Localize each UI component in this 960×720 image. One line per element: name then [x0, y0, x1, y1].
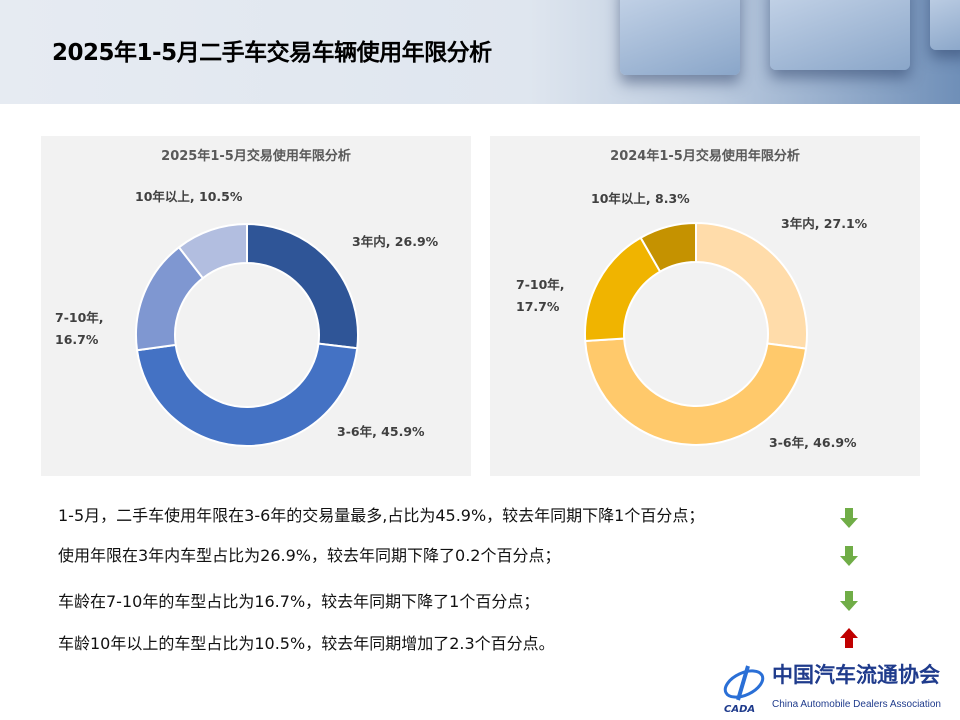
data-label: 3年内, 26.9% — [352, 234, 439, 249]
arrow-down-icon — [840, 546, 858, 566]
arrow-down-icon — [840, 591, 858, 611]
data-label: 7-10年, 16.7% — [55, 310, 104, 347]
donut-slice-10年以上 — [177, 222, 248, 280]
data-label: 3年内, 27.1% — [781, 216, 868, 231]
decorative-cube — [770, 0, 910, 70]
chart-panel-2024: 2024年1-5月交易使用年限分析 3年内, 27.1% 3-6年, 46.9% 7… — [490, 136, 920, 476]
summary-note: 1-5月，二手车使用年限在3-6年的交易量最多,占比为45.9%，较去年同期下降… — [58, 506, 705, 525]
donut-slice-3年内 — [246, 222, 359, 350]
data-label: 3-6年, 46.9% — [769, 435, 857, 450]
header-banner: 2025年1-5月二手车交易车辆使用年限分析 — [0, 0, 960, 104]
data-label: 7-10年, 17.7% — [516, 277, 565, 314]
chart-title: 2025年1-5月交易使用年限分析 — [161, 149, 351, 164]
donut-slice-10年以上 — [639, 221, 697, 273]
logo-text-cn: 中国汽车流通协会 — [772, 662, 940, 687]
arrow-down-icon — [840, 508, 858, 528]
donut-slice-3-6年 — [584, 337, 808, 446]
data-label: 10年以上, 10.5% — [135, 189, 243, 204]
cada-logo-icon: CADA — [723, 665, 765, 715]
summary-note: 车龄在7-10年的车型占比为16.7%，较去年同期下降了1个百分点； — [58, 592, 540, 611]
summary-note: 车龄10年以上的车型占比为10.5%，较去年同期增加了2.3个百分点。 — [58, 634, 555, 653]
page-title: 2025年1-5月二手车交易车辆使用年限分析 — [52, 40, 492, 66]
summary-note: 使用年限在3年内车型占比为26.9%，较去年同期下降了0.2个百分点； — [58, 546, 561, 565]
donut-chart — [584, 221, 808, 446]
chart-title: 2024年1-5月交易使用年限分析 — [610, 149, 800, 164]
donut-chart — [135, 222, 359, 447]
logo-text-en: China Automobile Dealers Association — [772, 699, 941, 710]
svg-text:CADA: CADA — [724, 704, 755, 715]
arrow-up-icon — [840, 628, 858, 648]
donut-slice-3-6年 — [135, 342, 359, 447]
data-label: 3-6年, 45.9% — [337, 424, 425, 439]
cada-logo: CADA 中国汽车流通协会 China Automobile Dealers A… — [720, 662, 960, 718]
decorative-cube — [620, 0, 740, 75]
chart-panel-2025: 2025年1-5月交易使用年限分析 3年内, 26.9% 3-6年, 45.9% 7… — [41, 136, 471, 476]
data-label: 10年以上, 8.3% — [591, 191, 690, 206]
donut-slice-3年内 — [695, 221, 808, 350]
decorative-cube — [930, 0, 960, 50]
